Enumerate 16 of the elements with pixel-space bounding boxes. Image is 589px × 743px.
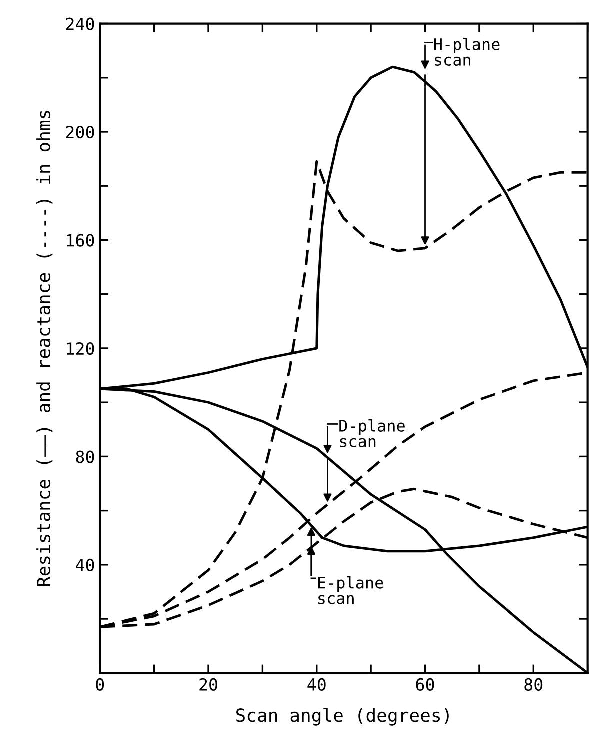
annotation: E-plane scan xyxy=(318,576,384,604)
x-tick-label: 0 xyxy=(96,678,104,692)
x-tick-label: 60 xyxy=(416,678,434,692)
x-tick-label: 40 xyxy=(308,678,326,692)
x-axis-title: Scan angle (degrees) xyxy=(236,708,449,726)
y-tick-label: 240 xyxy=(66,18,94,30)
x-tick-label: 80 xyxy=(524,678,543,692)
x-tick-label: 20 xyxy=(200,678,218,692)
y-axis-title: Resistance (——) and reactance (----) in ohms xyxy=(36,111,53,586)
y-tick-label: 160 xyxy=(67,234,94,247)
y-tick-label: 80 xyxy=(76,450,94,464)
annotation: D-plane scan xyxy=(340,420,405,448)
y-tick-label: 200 xyxy=(66,126,94,139)
y-tick-label: 120 xyxy=(67,342,94,356)
annotation: H-plane scan xyxy=(434,38,500,66)
y-tick-label: 40 xyxy=(76,558,94,572)
